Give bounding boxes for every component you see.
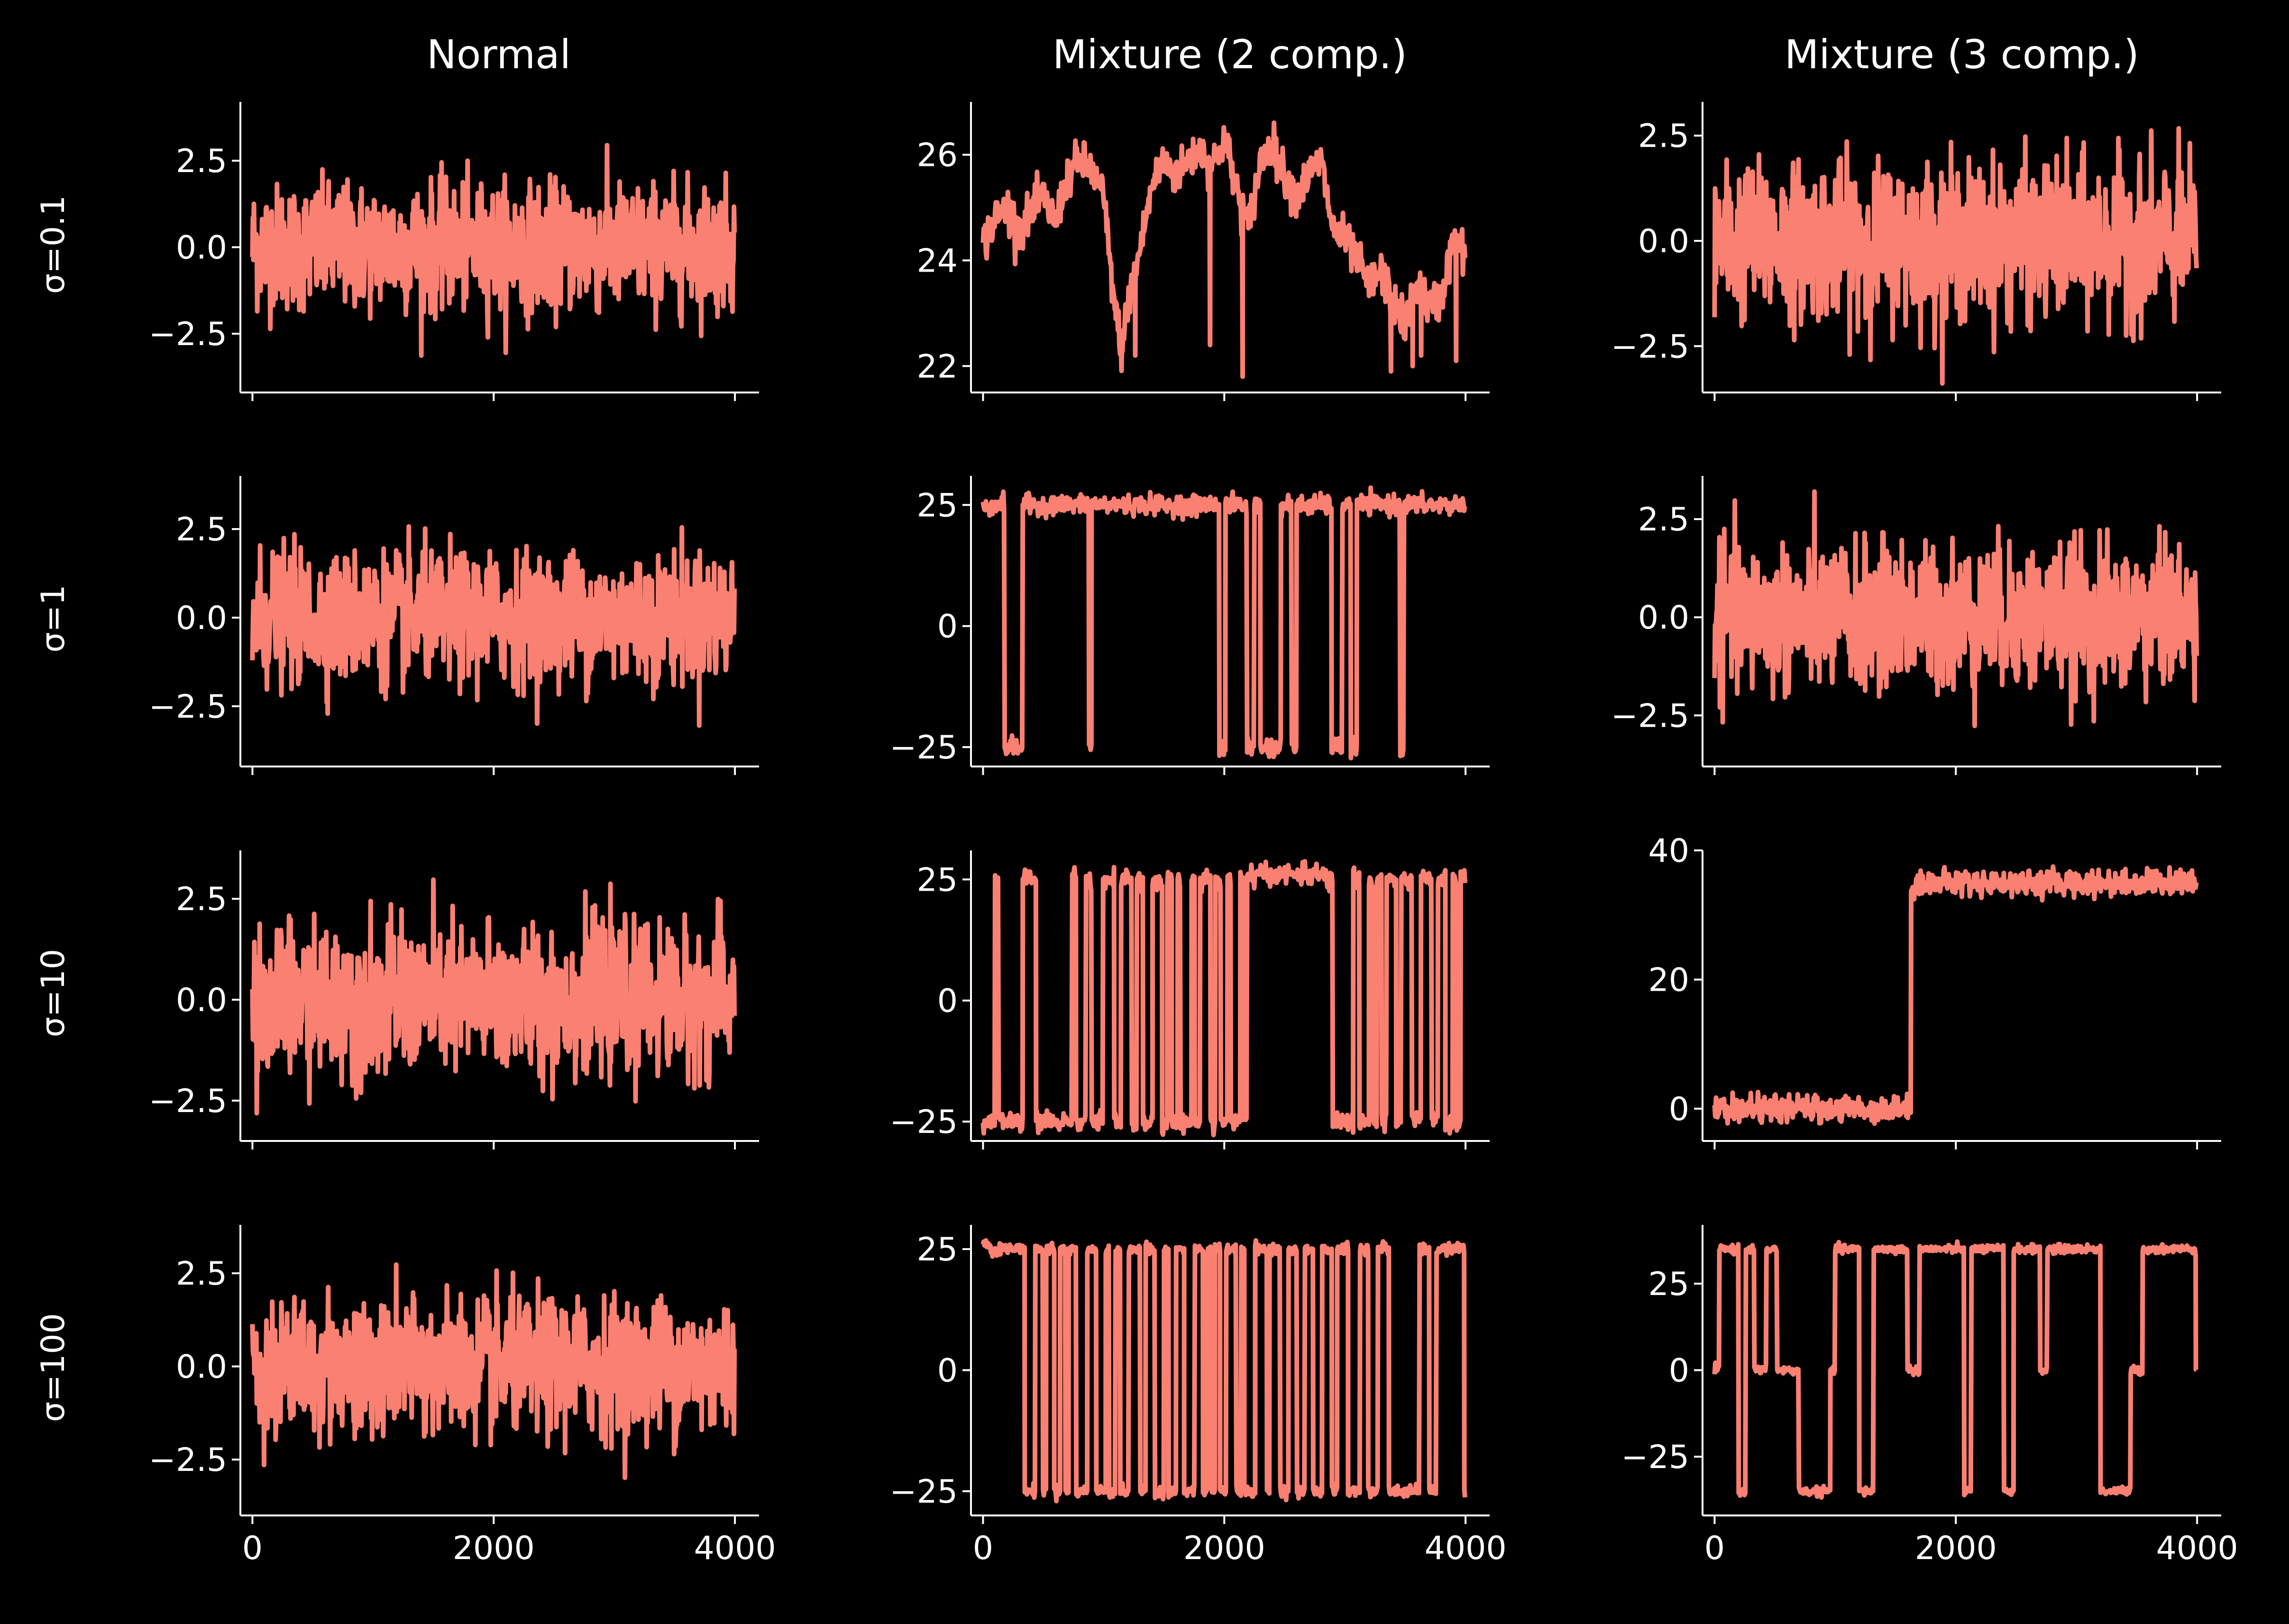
series-line xyxy=(250,877,737,1116)
y-tick-label: 25 xyxy=(916,487,958,524)
y-tick-label: 26 xyxy=(916,137,958,174)
panel-grid: −2.5 0.0 2.5 22 24 26 −2.5 0.0 2.5 −2.5 0.0 2.5 −25 0… xyxy=(149,102,2238,1567)
panel-r0-c1: 22 24 26 xyxy=(916,102,1490,401)
y-tick-label: 22 xyxy=(916,348,958,385)
x-tick-label: 2000 xyxy=(1915,1530,1997,1567)
x-tick-label: 4000 xyxy=(2156,1530,2238,1567)
y-tick-label: 25 xyxy=(916,861,958,899)
series-line xyxy=(1712,1239,2198,1500)
y-tick-label: 2.5 xyxy=(176,1255,227,1293)
column-title-normal: Normal xyxy=(427,31,571,78)
series-line xyxy=(1712,489,2199,729)
y-tick-label: 24 xyxy=(916,242,958,280)
series-line xyxy=(980,120,1468,379)
row-label-sigma-100: σ=100 xyxy=(35,1313,72,1422)
y-tick-label: −2.5 xyxy=(149,316,227,353)
y-tick-label: 2.5 xyxy=(176,881,227,918)
y-tick-label: 2.5 xyxy=(176,511,227,548)
row-label-sigma-10: σ=10 xyxy=(35,949,72,1038)
y-tick-label: 25 xyxy=(916,1231,958,1268)
series-line xyxy=(980,859,1468,1138)
y-tick-label: −2.5 xyxy=(1611,328,1689,365)
y-tick-label: 2.5 xyxy=(1638,118,1689,155)
y-tick-label: 2.5 xyxy=(176,143,227,180)
y-tick-label: 0.0 xyxy=(176,982,227,1019)
y-tick-label: 0.0 xyxy=(176,600,227,637)
y-tick-label: −2.5 xyxy=(1611,697,1689,735)
series-line xyxy=(980,485,1467,761)
panel-r3-c2: −25 0 25 0 2000 4000 xyxy=(1621,1225,2238,1567)
y-tick-label: 0.0 xyxy=(1638,599,1689,637)
x-tick-label: 0 xyxy=(973,1530,993,1567)
y-tick-label: −25 xyxy=(889,729,958,766)
column-title-mixture-3: Mixture (3 comp.) xyxy=(1785,31,2139,78)
y-tick-label: −25 xyxy=(1621,1439,1689,1476)
y-tick-label: 0.0 xyxy=(176,229,227,267)
column-title-mixture-2: Mixture (2 comp.) xyxy=(1053,31,1407,78)
series-line xyxy=(250,1262,737,1480)
row-label-sigma-0-1: σ=0.1 xyxy=(35,195,72,294)
y-tick-label: 40 xyxy=(1648,832,1689,870)
series-line xyxy=(1712,126,2199,386)
y-tick-label: 0 xyxy=(1669,1091,1689,1128)
panel-r2-c2: 0 20 40 xyxy=(1648,832,2221,1150)
y-tick-label: −25 xyxy=(889,1104,958,1141)
x-tick-label: 2000 xyxy=(453,1530,535,1567)
y-tick-label: 0.0 xyxy=(1638,223,1689,260)
y-tick-label: −2.5 xyxy=(149,688,227,726)
series-line xyxy=(250,524,737,728)
panel-r2-c0: −2.5 0.0 2.5 xyxy=(149,850,759,1150)
x-tick-label: 4000 xyxy=(694,1530,776,1567)
panel-r3-c1: −25 0 25 0 2000 4000 xyxy=(889,1225,1507,1567)
y-tick-label: −2.5 xyxy=(149,1083,227,1120)
panel-r1-c2: −2.5 0.0 2.5 xyxy=(1611,476,2221,775)
y-tick-label: 0.0 xyxy=(176,1349,227,1386)
series-line xyxy=(250,143,737,358)
x-tick-label: 0 xyxy=(1704,1530,1725,1567)
panel-r3-c0: −2.5 0.0 2.5 0 2000 4000 xyxy=(149,1225,776,1567)
y-tick-label: 0 xyxy=(1669,1352,1689,1390)
series-line xyxy=(1712,864,2199,1126)
row-label-sigma-1: σ=1 xyxy=(35,584,72,652)
panel-r1-c1: −25 0 25 xyxy=(889,476,1490,775)
x-tick-label: 0 xyxy=(242,1530,263,1567)
x-tick-label: 2000 xyxy=(1183,1530,1265,1567)
y-tick-label: 25 xyxy=(1648,1266,1689,1303)
panel-r2-c1: −25 0 25 xyxy=(889,850,1490,1150)
panel-r1-c0: −2.5 0.0 2.5 xyxy=(149,476,759,775)
y-tick-label: 2.5 xyxy=(1638,501,1689,538)
y-tick-label: 0 xyxy=(937,608,958,646)
y-tick-label: 0 xyxy=(937,983,958,1020)
x-tick-label: 4000 xyxy=(1425,1530,1507,1567)
panel-r0-c2: −2.5 0.0 2.5 xyxy=(1611,102,2221,401)
y-tick-label: 0 xyxy=(937,1352,958,1390)
series-line xyxy=(980,1238,1468,1504)
y-tick-label: 20 xyxy=(1648,961,1689,999)
y-tick-label: −2.5 xyxy=(149,1442,227,1479)
y-tick-label: −25 xyxy=(889,1473,958,1511)
panel-r0-c0: −2.5 0.0 2.5 xyxy=(149,102,759,401)
